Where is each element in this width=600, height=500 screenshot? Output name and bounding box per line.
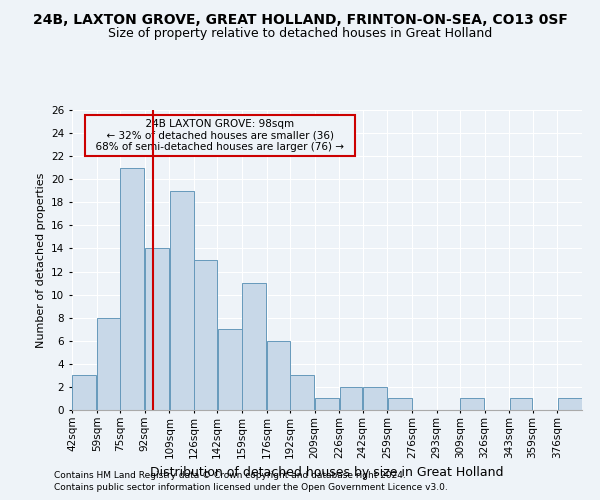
Bar [218,329,242,410]
Y-axis label: Number of detached properties: Number of detached properties [35,172,46,348]
Bar [509,398,532,410]
Bar [340,387,362,410]
Text: 24B, LAXTON GROVE, GREAT HOLLAND, FRINTON-ON-SEA, CO13 0SF: 24B, LAXTON GROVE, GREAT HOLLAND, FRINTO… [32,12,568,26]
Bar [363,387,387,410]
Bar [194,260,217,410]
Bar [460,398,484,410]
Bar [73,376,97,410]
Bar [267,341,290,410]
Bar [315,398,339,410]
Bar [170,191,194,410]
Text: 24B LAXTON GROVE: 98sqm  
  ← 32% of detached houses are smaller (36)  
  68% of: 24B LAXTON GROVE: 98sqm ← 32% of detache… [89,119,350,152]
X-axis label: Distribution of detached houses by size in Great Holland: Distribution of detached houses by size … [150,466,504,479]
Bar [97,318,119,410]
Bar [145,248,169,410]
Bar [557,398,581,410]
Text: Size of property relative to detached houses in Great Holland: Size of property relative to detached ho… [108,28,492,40]
Bar [121,168,144,410]
Text: Contains public sector information licensed under the Open Government Licence v3: Contains public sector information licen… [54,484,448,492]
Bar [242,283,266,410]
Bar [290,376,314,410]
Bar [388,398,412,410]
Text: Contains HM Land Registry data © Crown copyright and database right 2024.: Contains HM Land Registry data © Crown c… [54,471,406,480]
